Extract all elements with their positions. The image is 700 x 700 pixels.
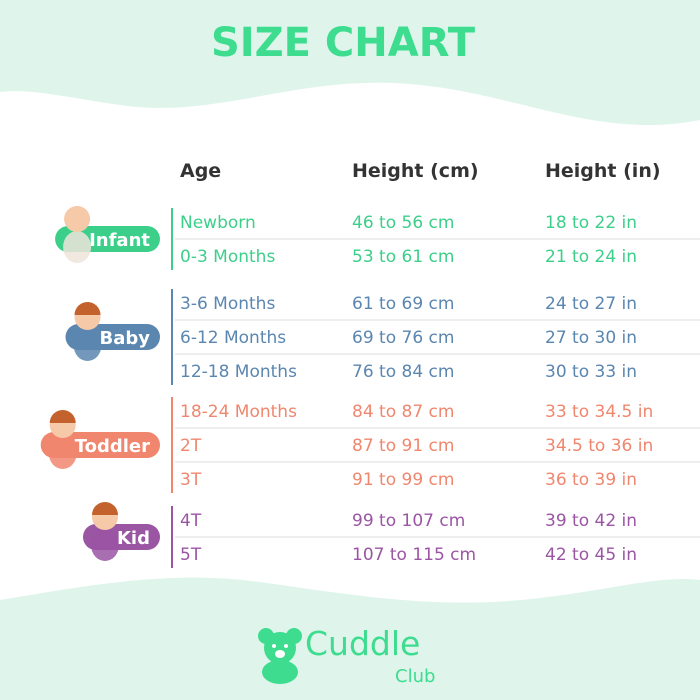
table-cell: 99 to 107 cm [352, 511, 465, 531]
table-cell: 34.5 to 36 in [545, 436, 653, 456]
table-cell: 53 to 61 cm [352, 247, 454, 267]
table-cell: 76 to 84 cm [352, 362, 454, 382]
column-header: Age [180, 160, 221, 182]
table-cell: 18 to 22 in [545, 213, 637, 233]
table-cell: 87 to 91 cm [352, 436, 454, 456]
table-cell: 27 to 30 in [545, 328, 637, 348]
table-body: Newborn 46 to 56 cm 18 to 22 in 0-3 Months 5… [40, 206, 700, 568]
table-cell: 12-18 Months [180, 362, 297, 382]
table-cell: 84 to 87 cm [352, 402, 454, 422]
table-cell: 36 to 39 in [545, 470, 637, 490]
brand-sub: Club [395, 666, 435, 687]
child-hair [49, 410, 76, 423]
table-cell: 3T [180, 470, 202, 490]
table-cell: 0-3 Months [180, 247, 275, 267]
table-cell: 5T [180, 545, 202, 565]
child-body [73, 329, 102, 361]
table-cell: 6-12 Months [180, 328, 286, 348]
group-label: Toddler [75, 436, 150, 457]
group-label: Infant [89, 230, 150, 251]
table-cell: 39 to 42 in [545, 511, 637, 531]
child-head [64, 206, 91, 232]
table-cell: 46 to 56 cm [352, 213, 454, 233]
table-cell: 18-24 Months [180, 402, 297, 422]
table-cell: 3-6 Months [180, 294, 275, 314]
child-body [90, 529, 119, 561]
child-hair [74, 302, 101, 315]
table-cell: 69 to 76 cm [352, 328, 454, 348]
table-cell: 33 to 34.5 in [545, 402, 653, 422]
column-header: Height (cm) [352, 160, 479, 182]
child-hair [91, 502, 118, 515]
table-cell: 30 to 33 in [545, 362, 637, 382]
child-body [63, 231, 92, 263]
table-cell: 2T [180, 436, 202, 456]
column-header: Height (in) [545, 160, 661, 182]
top-wave [0, 0, 700, 126]
table-cell: 24 to 27 in [545, 294, 637, 314]
table-cell: 4T [180, 511, 202, 531]
group-label: Baby [100, 328, 151, 349]
table-cell: 91 to 99 cm [352, 470, 454, 490]
title: SIZE CHART [211, 20, 476, 66]
table-cell: 21 to 24 in [545, 247, 637, 267]
table-cell: 61 to 69 cm [352, 294, 454, 314]
table-cell: 42 to 45 in [545, 545, 637, 565]
child-body [48, 437, 77, 469]
brand-name: Cuddle [305, 624, 420, 663]
group-label: Kid [117, 528, 150, 549]
bottom-wave [0, 577, 700, 700]
table-cell: Newborn [180, 213, 256, 233]
table-cell: 107 to 115 cm [352, 545, 476, 565]
logo-icon [258, 628, 302, 684]
